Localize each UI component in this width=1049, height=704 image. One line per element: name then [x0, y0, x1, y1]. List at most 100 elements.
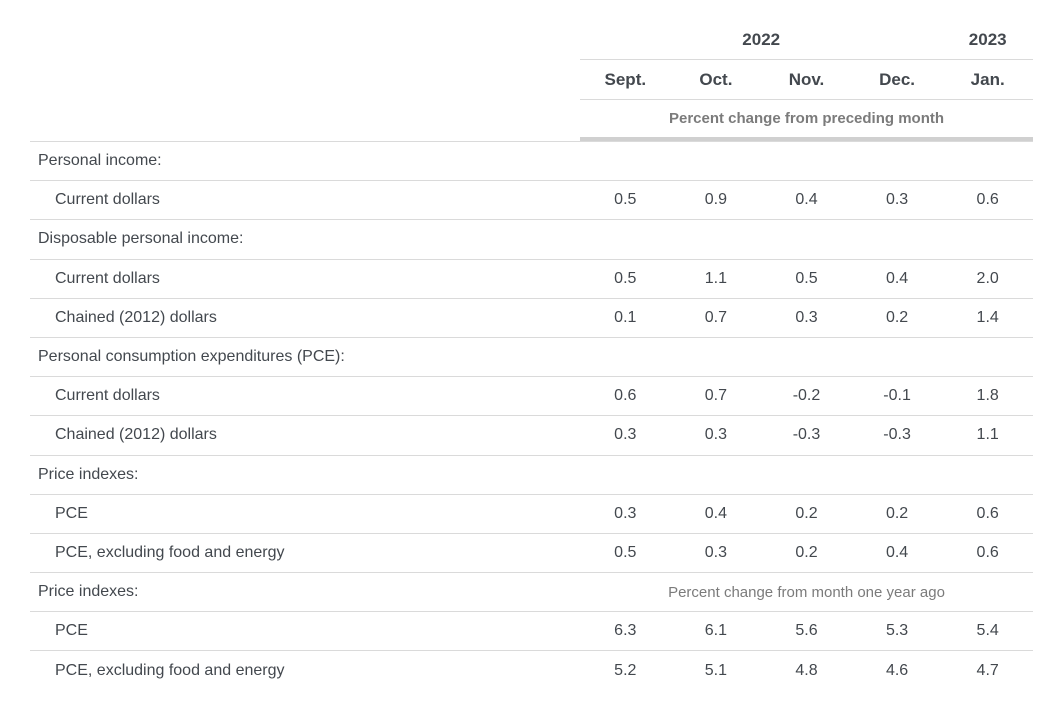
value-cell: 0.4 — [885, 269, 909, 287]
value-cell: 4.7 — [976, 662, 999, 680]
row-values: 0.5 0.3 0.2 0.4 0.6 — [580, 534, 1033, 572]
row-label: Current dollars — [55, 387, 160, 405]
value-cell: 5.2 — [614, 662, 637, 680]
month-header-nov: Nov. — [788, 69, 825, 89]
data-row: Current dollars 0.5 0.9 0.4 0.3 0.6 — [30, 181, 1033, 221]
row-values — [580, 220, 1033, 258]
section-row: Price indexes: — [30, 456, 1033, 495]
label-column-spacer — [30, 20, 580, 60]
table-body: Personal income: Current dollars 0.5 0.9 0.4… — [30, 141, 1033, 691]
value-cell: 0.3 — [885, 191, 909, 209]
row-values: 0.1 0.7 0.3 0.2 1.4 — [580, 299, 1033, 337]
row-values — [580, 142, 1033, 180]
row-values: 0.6 0.7 -0.2 -0.1 1.8 — [580, 377, 1033, 415]
row-label: Current dollars — [55, 269, 160, 287]
section-row: Disposable personal income: — [30, 220, 1033, 260]
data-row: Current dollars 0.6 0.7 -0.2 -0.1 1.8 — [30, 377, 1033, 417]
row-values — [580, 338, 1033, 376]
value-cell: 5.1 — [704, 662, 728, 680]
value-cell: 6.1 — [704, 622, 728, 640]
value-cell: 0.4 — [704, 504, 728, 522]
value-cell: 0.6 — [976, 504, 999, 522]
row-label: Personal income: — [38, 152, 162, 170]
row-label: Price indexes: — [38, 465, 139, 483]
value-cell: 0.7 — [704, 308, 728, 326]
row-values: 0.3 0.3 -0.3 -0.3 1.1 — [580, 416, 1033, 454]
value-cell: 4.6 — [885, 662, 909, 680]
data-row: PCE 0.3 0.4 0.2 0.2 0.6 — [30, 495, 1033, 534]
data-row: Chained (2012) dollars 0.3 0.3 -0.3 -0.3 1.1 — [30, 416, 1033, 456]
value-cell: -0.2 — [792, 387, 821, 405]
month-header-row: Sept. Oct. Nov. Dec. Jan. — [30, 60, 1033, 100]
section-row: Personal income: — [30, 142, 1033, 182]
data-row: Current dollars 0.5 1.1 0.5 0.4 2.0 — [30, 260, 1033, 299]
personal-income-outlays-table: 2022 2023 Sept. Oct. Nov. Dec. Jan. Percent … — [30, 0, 1033, 691]
year-header-2023: 2023 — [968, 29, 1007, 49]
value-cell: 1.8 — [976, 387, 999, 405]
primary-unit-note: Percent change from preceding month — [668, 110, 945, 127]
value-cell: 0.9 — [704, 191, 728, 209]
unit-note-row: Percent change from preceding month — [30, 100, 1033, 141]
value-cell: 0.5 — [614, 191, 637, 209]
month-header-dec: Dec. — [879, 69, 916, 89]
row-values: 0.5 0.9 0.4 0.3 0.6 — [580, 181, 1033, 219]
value-cell: 0.4 — [795, 191, 818, 209]
year-header-2022: 2022 — [742, 29, 781, 49]
value-cell: -0.1 — [883, 387, 911, 405]
value-cell: 0.6 — [614, 387, 637, 405]
row-values: 0.3 0.4 0.2 0.2 0.6 — [580, 495, 1033, 533]
value-cell: 6.3 — [614, 622, 637, 640]
value-cell: 0.6 — [976, 543, 999, 561]
label-column-spacer — [30, 60, 580, 100]
value-cell: 0.3 — [704, 543, 728, 561]
value-cell: 0.7 — [704, 387, 728, 405]
data-row: PCE 6.3 6.1 5.6 5.3 5.4 — [30, 612, 1033, 652]
year-header-cells: 2022 2023 — [580, 20, 1033, 60]
value-cell: -0.3 — [792, 426, 821, 444]
value-cell: 4.8 — [795, 662, 818, 680]
value-cell: 0.2 — [795, 543, 818, 561]
month-header-cells: Sept. Oct. Nov. Dec. Jan. — [580, 60, 1033, 100]
row-label: Chained (2012) dollars — [55, 426, 217, 444]
section-row: Price indexes: Percent change from month … — [30, 573, 1033, 613]
row-label: Chained (2012) dollars — [55, 308, 217, 326]
value-cell: 0.2 — [795, 504, 818, 522]
value-cell: 0.5 — [795, 269, 818, 287]
value-cell: 0.6 — [976, 191, 999, 209]
value-cell: 0.3 — [614, 504, 637, 522]
value-cell: 0.3 — [614, 426, 637, 444]
month-header-jan: Jan. — [970, 69, 1005, 89]
value-cell: 5.6 — [795, 622, 818, 640]
row-values: 0.5 1.1 0.5 0.4 2.0 — [580, 260, 1033, 298]
value-cell: 0.4 — [885, 543, 909, 561]
year-header-row: 2022 2023 — [30, 20, 1033, 60]
value-cell: 5.3 — [885, 622, 909, 640]
value-cell: 0.3 — [704, 426, 728, 444]
value-cell: 1.1 — [976, 426, 999, 444]
data-row: PCE, excluding food and energy 0.5 0.3 0.2 0… — [30, 534, 1033, 574]
value-cell: 2.0 — [976, 269, 999, 287]
month-header-oct: Oct. — [699, 69, 733, 89]
month-header-sept: Sept. — [604, 69, 647, 89]
row-label: Current dollars — [55, 191, 160, 209]
value-cell: 0.5 — [614, 543, 637, 561]
row-label: Personal consumption expenditures (PCE): — [38, 348, 345, 366]
value-cell: 0.2 — [885, 504, 909, 522]
row-values: 5.2 5.1 4.8 4.6 4.7 — [580, 651, 1033, 690]
value-cell: 0.3 — [795, 308, 818, 326]
row-label: PCE — [55, 622, 88, 640]
value-cell: 1.1 — [704, 269, 728, 287]
table-header: 2022 2023 Sept. Oct. Nov. Dec. Jan. Percent … — [30, 20, 1033, 141]
label-column-spacer — [30, 100, 580, 141]
row-values: Percent change from month one year ago — [580, 573, 1033, 611]
row-values — [580, 456, 1033, 494]
value-cell: 5.4 — [976, 622, 999, 640]
value-cell: 0.5 — [614, 269, 637, 287]
row-label: PCE, excluding food and energy — [55, 543, 285, 561]
row-label: PCE — [55, 504, 88, 522]
row-label: Disposable personal income: — [38, 230, 244, 248]
value-cell: -0.3 — [883, 426, 911, 444]
value-cell: 1.4 — [976, 308, 999, 326]
value-cell: 0.2 — [885, 308, 909, 326]
